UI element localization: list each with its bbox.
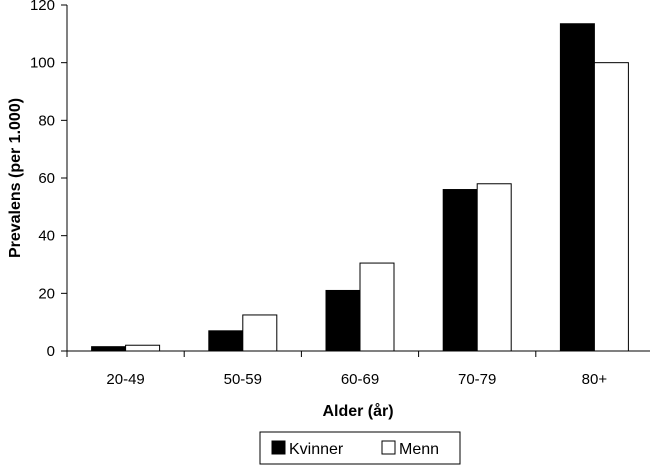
x-tick-label: 80+ xyxy=(582,371,608,388)
legend: Kvinner Menn xyxy=(259,431,461,465)
bar-menn-20-49 xyxy=(125,344,161,352)
x-axis-title: Alder (år) xyxy=(322,402,393,420)
bar-menn-70-79 xyxy=(476,183,512,352)
y-tick-label: 60 xyxy=(38,170,55,187)
y-tick-label: 100 xyxy=(30,55,55,72)
y-tick-label: 40 xyxy=(38,228,55,245)
x-tick-label: 20-49 xyxy=(106,371,144,388)
legend-swatch-kvinner xyxy=(271,440,286,455)
bar-kvinner-70-79 xyxy=(442,189,478,352)
x-tick-label: 60-69 xyxy=(341,371,379,388)
bar-menn-80+ xyxy=(593,62,629,352)
legend-swatch-menn xyxy=(381,440,396,455)
bar-menn-50-59 xyxy=(242,314,278,352)
bars xyxy=(91,23,629,352)
bar-menn-60-69 xyxy=(359,262,395,352)
bar-kvinner-60-69 xyxy=(325,289,361,352)
y-axis-title: Prevalens (per 1.000) xyxy=(7,98,24,258)
x-tick-label: 70-79 xyxy=(458,371,496,388)
bar-kvinner-80+ xyxy=(559,23,595,352)
x-tick-label: 50-59 xyxy=(224,371,262,388)
legend-label-menn: Menn xyxy=(399,441,439,458)
y-axis: 0 20 40 60 80 100 120 xyxy=(30,0,68,360)
legend-box xyxy=(259,431,461,465)
y-tick-label: 120 xyxy=(30,0,55,14)
legend-label-kvinner: Kvinner xyxy=(289,441,344,458)
y-tick-label: 20 xyxy=(38,285,55,302)
y-tick-label: 0 xyxy=(47,343,55,360)
y-tick-label: 80 xyxy=(38,112,55,129)
bar-kvinner-20-49 xyxy=(91,346,127,352)
x-axis: 20-49 50-59 60-69 70-79 80+ xyxy=(66,350,650,388)
bar-kvinner-50-59 xyxy=(208,330,244,352)
